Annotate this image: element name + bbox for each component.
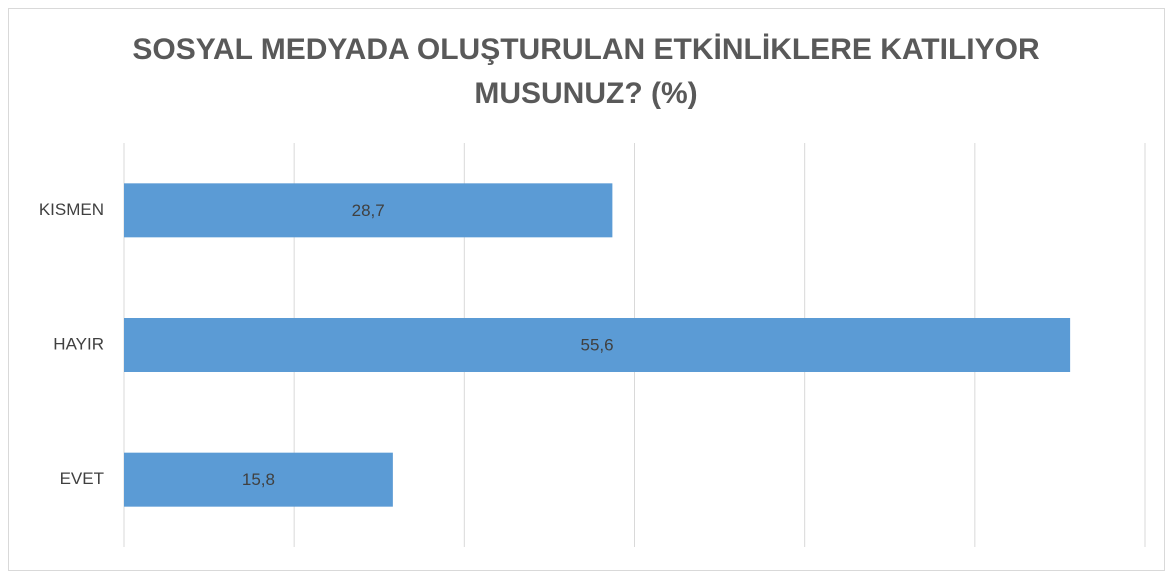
bar [124, 452, 393, 507]
chart-title: MUSUNUZ? (%) [474, 77, 697, 110]
bar [124, 183, 613, 238]
y-tick-label: KISMEN [39, 200, 104, 219]
data-label: 15,8 [242, 470, 275, 489]
bar [124, 318, 1071, 372]
data-label: 28,7 [352, 201, 385, 220]
data-label: 55,6 [581, 335, 614, 354]
chart-title: SOSYAL MEDYADA OLUŞTURULAN ETKİNLİKLERE … [132, 33, 1040, 66]
y-tick-label: EVET [60, 469, 104, 488]
y-tick-label: HAYIR [53, 334, 104, 353]
